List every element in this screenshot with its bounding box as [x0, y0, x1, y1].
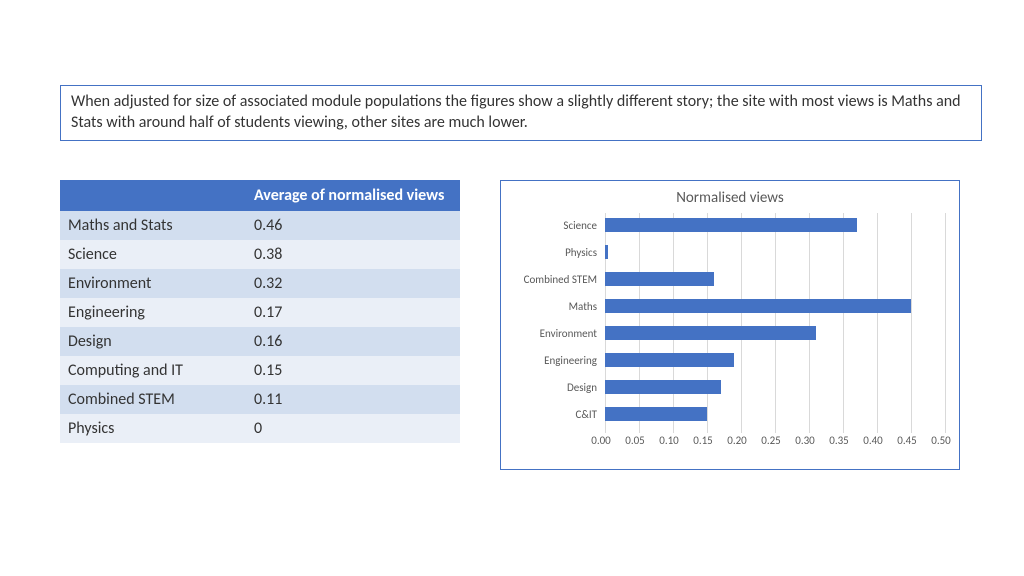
- chart-bar-label: Environment: [540, 327, 605, 340]
- chart-x-tick-label: 0.45: [897, 434, 917, 447]
- chart-x-axis: 0.000.050.100.150.200.250.300.350.400.45…: [601, 434, 941, 448]
- chart-x-tick-label: 0.20: [727, 434, 747, 447]
- table-cell-label: Physics: [60, 414, 246, 443]
- chart-bar-label: Maths: [569, 300, 605, 313]
- chart-bar-label: Engineering: [544, 354, 605, 367]
- chart-title: Normalised views: [505, 189, 955, 207]
- table-row: Environment0.32: [60, 269, 460, 298]
- chart-bar-label: Physics: [565, 246, 605, 259]
- chart-bar-label: Science: [563, 219, 605, 232]
- table-cell-label: Maths and Stats: [60, 211, 246, 240]
- caption-box: When adjusted for size of associated mod…: [60, 85, 982, 141]
- table-cell-label: Design: [60, 327, 246, 356]
- table-cell-value: 0.46: [246, 211, 460, 240]
- table-cell-value: 0.15: [246, 356, 460, 385]
- chart-bar: [605, 272, 714, 286]
- table-cell-label: Computing and IT: [60, 356, 246, 385]
- data-table: Average of normalised views Maths and St…: [60, 180, 460, 443]
- table-cell-value: 0: [246, 414, 460, 443]
- chart-bar: [605, 407, 707, 421]
- chart-bar: [605, 353, 734, 367]
- table-cell-value: 0.32: [246, 269, 460, 298]
- table-cell-label: Engineering: [60, 298, 246, 327]
- chart-bar-row: Engineering: [605, 352, 945, 368]
- table-row: Engineering0.17: [60, 298, 460, 327]
- table-row: Science0.38: [60, 240, 460, 269]
- table-row: Maths and Stats0.46: [60, 211, 460, 240]
- chart-bar-row: Science: [605, 217, 945, 233]
- table-cell-label: Combined STEM: [60, 385, 246, 414]
- chart-bar-row: Environment: [605, 325, 945, 341]
- chart-x-tick-label: 0.30: [795, 434, 815, 447]
- chart-x-tick-label: 0.50: [931, 434, 951, 447]
- chart-bar-row: C&IT: [605, 406, 945, 422]
- chart-x-tick-label: 0.05: [625, 434, 645, 447]
- chart-bar-row: Combined STEM: [605, 271, 945, 287]
- chart-x-tick-label: 0.40: [863, 434, 883, 447]
- chart-bar: [605, 218, 857, 232]
- table-row: Combined STEM0.11: [60, 385, 460, 414]
- chart-plot-area: Science Physics Combined STEM Maths Environm…: [605, 213, 945, 433]
- chart-bar: [605, 326, 816, 340]
- chart-bar-row: Physics: [605, 244, 945, 260]
- table-cell-label: Science: [60, 240, 246, 269]
- table-cell-value: 0.16: [246, 327, 460, 356]
- table-row: Physics0: [60, 414, 460, 443]
- chart-gridline: [945, 213, 946, 433]
- table-header-value: Average of normalised views: [246, 180, 460, 211]
- chart-bar-row: Maths: [605, 298, 945, 314]
- chart-x-tick-label: 0.25: [761, 434, 781, 447]
- chart-bar: [605, 299, 911, 313]
- chart-bar-label: Design: [567, 381, 605, 394]
- chart-bar: [605, 245, 608, 259]
- chart-x-tick-label: 0.10: [659, 434, 679, 447]
- chart-x-tick-label: 0.15: [693, 434, 713, 447]
- table-row: Design0.16: [60, 327, 460, 356]
- chart-container: Normalised views SciencePhysicsCombined …: [500, 180, 960, 470]
- chart-bar: [605, 380, 721, 394]
- table-header-blank: [60, 180, 246, 211]
- chart-x-tick-label: 0.35: [829, 434, 849, 447]
- chart-x-tick-label: 0.00: [591, 434, 611, 447]
- chart-bar-label: C&IT: [575, 408, 605, 421]
- table-cell-value: 0.11: [246, 385, 460, 414]
- caption-text: When adjusted for size of associated mod…: [71, 92, 961, 132]
- chart-bar-row: Design: [605, 379, 945, 395]
- table-cell-value: 0.38: [246, 240, 460, 269]
- chart-bar-label: Combined STEM: [524, 273, 605, 286]
- table-cell-label: Environment: [60, 269, 246, 298]
- table-row: Computing and IT0.15: [60, 356, 460, 385]
- table-cell-value: 0.17: [246, 298, 460, 327]
